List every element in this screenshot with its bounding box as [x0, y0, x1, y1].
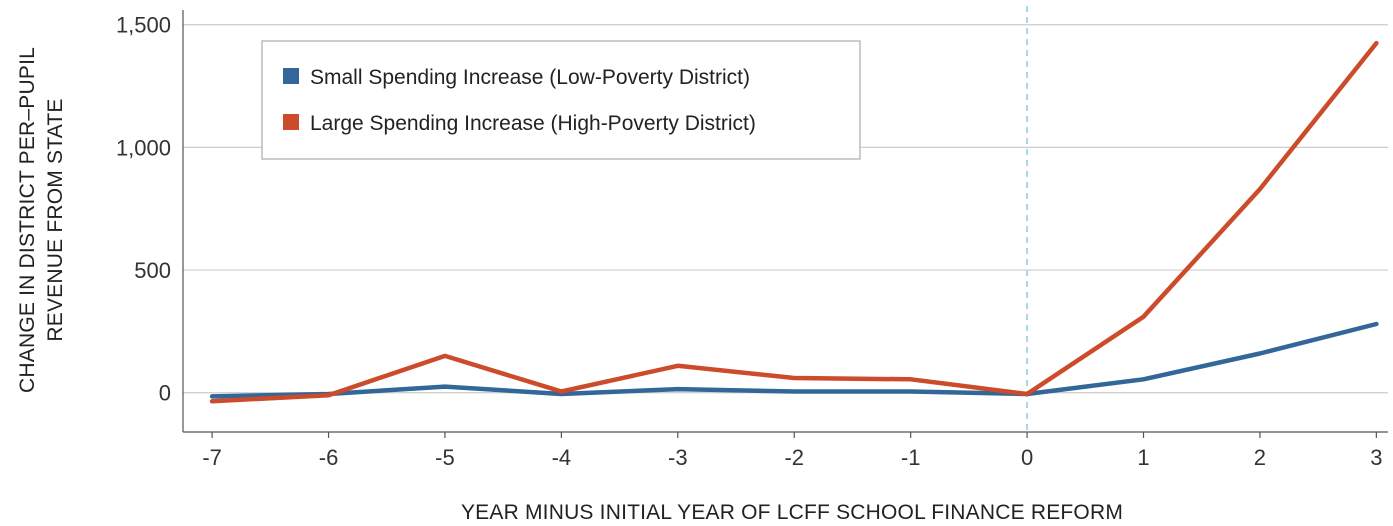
legend-label-large-increase: Large Spending Increase (High-Poverty Di… [310, 112, 756, 135]
y-tick-label: 1,000 [116, 135, 171, 160]
x-tick-label: -6 [319, 445, 339, 470]
legend-label-small-increase: Small Spending Increase (Low-Poverty Dis… [310, 66, 750, 89]
y-tick-label: 1,500 [116, 13, 171, 38]
x-tick-label: 3 [1370, 445, 1382, 470]
x-tick-label: 0 [1021, 445, 1033, 470]
y-axis-title-line-1: CHANGE IN DISTRICT PER–PUPIL [16, 47, 39, 393]
x-tick-label: -5 [435, 445, 455, 470]
series-line-small-increase [209, 321, 1379, 399]
legend: Small Spending Increase (Low-Poverty Dis… [261, 40, 861, 160]
x-tick-label: -4 [552, 445, 572, 470]
series-lines [209, 40, 1379, 404]
y-tick-label: 0 [159, 381, 171, 406]
y-tick-label: 500 [134, 258, 171, 283]
y-axis-title-line-2: REVENUE FROM STATE [44, 98, 67, 341]
legend-swatch-large-increase [283, 114, 299, 130]
x-tick-label: -7 [202, 445, 222, 470]
x-tick-label: -3 [668, 445, 688, 470]
x-tick-label: -2 [784, 445, 804, 470]
series-line-large-increase [209, 40, 1379, 404]
x-axis-title: YEAR MINUS INITIAL YEAR OF LCFF SCHOOL F… [461, 501, 1123, 524]
y-axis-title: CHANGE IN DISTRICT PER–PUPIL REVENUE FRO… [16, 47, 67, 393]
legend-swatch-small-increase [283, 68, 299, 84]
axes: 0 500 1,000 1,500 -7 -6 -5 -4 -3 -2 -1 0 1 2 3 [116, 10, 1388, 470]
legend-box [261, 40, 861, 160]
x-tick-label: 2 [1254, 445, 1266, 470]
x-tick-label: -1 [901, 445, 921, 470]
x-tick-label: 1 [1137, 445, 1149, 470]
